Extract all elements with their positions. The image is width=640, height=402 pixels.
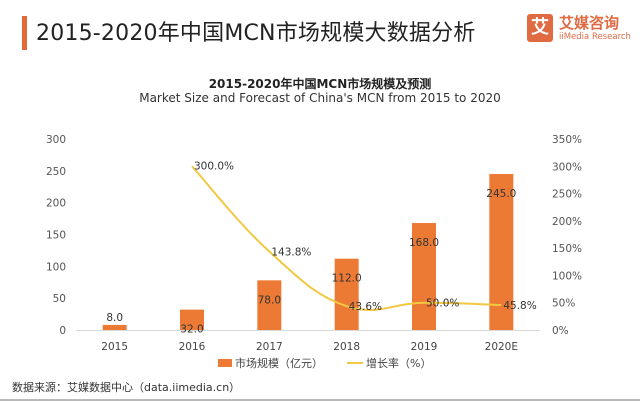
y-left-tick-label: 0 [59, 325, 66, 337]
logo-name-cn: 艾媒咨询 [559, 14, 620, 32]
y-right-tick-label: 100% [552, 270, 582, 282]
y-right-tick-label: 150% [552, 243, 582, 255]
bar [412, 223, 436, 330]
y-left-tick-label: 50 [53, 293, 66, 305]
bar-data-label: 168.0 [409, 237, 439, 249]
y-right-tick-label: 250% [552, 189, 582, 201]
chart-subtitle: Market Size and Forecast of China's MCN … [139, 91, 501, 105]
x-axis-ticks: 2015 2016 2017 2018 2019 2020E [101, 341, 518, 353]
bar [257, 280, 282, 330]
bar [334, 258, 359, 330]
page-title: 2015-2020年中国MCN市场规模大数据分析 [36, 21, 476, 46]
bar-data-label: 112.0 [332, 273, 362, 285]
legend-line-label: 增长率（%） [366, 357, 432, 370]
x-tick-label: 2016 [179, 341, 206, 353]
bottom-divider [0, 399, 640, 401]
y-axis-right: 0% 50% 100% 150% 200% 250% 300% 350% [552, 134, 582, 337]
y-left-tick-label: 100 [46, 261, 66, 273]
y-left-tick-label: 300 [46, 134, 66, 146]
chart-title: 2015-2020年中国MCN市场规模及预测 [208, 77, 432, 91]
line-data-label: 300.0% [194, 160, 234, 172]
y-left-tick-label: 250 [46, 166, 66, 178]
bar [180, 309, 204, 330]
y-left-tick-label: 150 [46, 230, 66, 242]
y-left-tick-label: 200 [46, 198, 66, 210]
line-data-label: 143.8% [271, 247, 311, 259]
y-right-tick-label: 350% [552, 134, 582, 146]
title-accent-bar [22, 16, 27, 50]
legend-line-swatch [347, 362, 363, 364]
bar-data-label: 8.0 [106, 312, 123, 324]
logo-name-en: iiMedia Research [559, 32, 631, 42]
y-right-tick-label: 50% [552, 298, 575, 310]
legend: 市场规模（亿元） 增长率（%） [218, 355, 431, 371]
legend-bar-label: 市场规模（亿元） [235, 357, 323, 370]
x-tick-label: 2015 [101, 341, 128, 353]
x-tick-label: 2020E [485, 341, 518, 353]
bar [102, 324, 127, 330]
logo-mark-icon: 艾 [527, 14, 553, 42]
y-axis-left: 0 50 100 150 200 250 300 [46, 134, 66, 337]
legend-bar-swatch [218, 359, 232, 367]
y-right-tick-label: 300% [552, 161, 582, 173]
x-tick-label: 2017 [256, 341, 283, 353]
line-data-label: 50.0% [426, 298, 459, 310]
data-source: 数据来源：艾媒数据中心（data.iimedia.cn） [12, 381, 241, 394]
line-data-label: 45.8% [503, 300, 536, 312]
bar-data-label: 78.0 [258, 294, 281, 306]
bar-data-label: 32.0 [180, 324, 203, 336]
y-right-tick-label: 0% [552, 325, 569, 337]
x-tick-label: 2018 [333, 341, 360, 353]
growth-rate-line [191, 165, 502, 312]
line-data-label: 43.6% [349, 301, 382, 313]
data-labels: 8.0 32.0 78.0 112.0 168.0 245.0 300.0% 143.8% 43… [106, 160, 536, 335]
line-series [191, 165, 502, 312]
x-tick-label: 2019 [411, 341, 438, 353]
y-right-tick-label: 200% [552, 216, 582, 228]
logo: 艾 艾媒咨询 iiMedia Research [527, 12, 637, 48]
bar-data-label: 245.0 [486, 188, 516, 200]
